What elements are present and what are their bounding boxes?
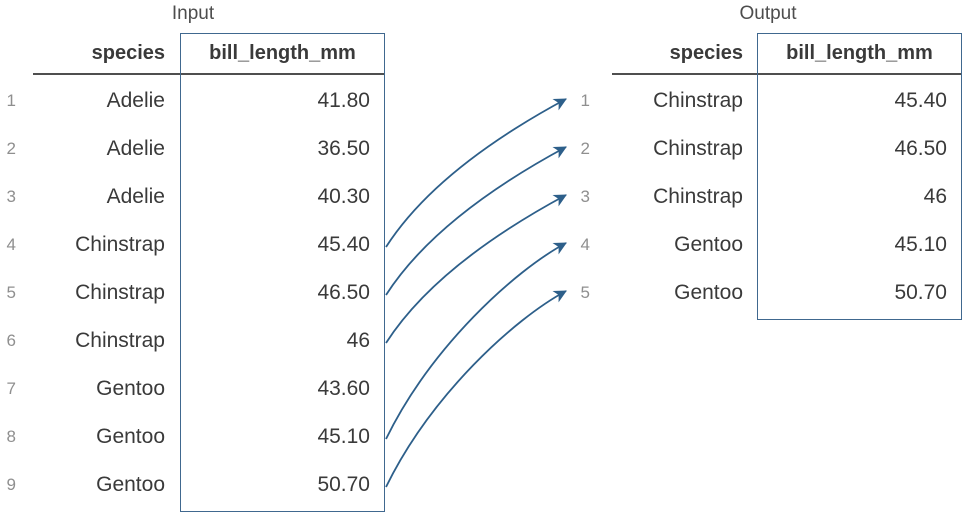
row-number: 5 <box>6 283 16 302</box>
species-cell: Adelie <box>106 185 165 208</box>
output-bill-column-highlight-box <box>757 33 962 320</box>
species-cell: Chinstrap <box>75 281 165 304</box>
bill-length-cell: 46.50 <box>894 137 947 160</box>
row-number: 1 <box>580 91 590 110</box>
input-table-row: 7 Gentoo 43.60 <box>0 365 388 413</box>
output-header-rule <box>612 73 962 75</box>
bill-length-cell: 50.70 <box>317 473 370 496</box>
input-table-row: 1 Adelie 41.80 <box>0 77 388 125</box>
bill-length-cell: 45.40 <box>317 233 370 256</box>
species-cell: Gentoo <box>674 281 743 304</box>
species-cell: Chinstrap <box>653 185 743 208</box>
species-cell: Adelie <box>106 89 165 112</box>
bill-length-cell: 40.30 <box>317 185 370 208</box>
arrow-input-4-to-output-1 <box>385 98 567 248</box>
species-cell: Chinstrap <box>75 329 165 352</box>
input-col-header-species: species <box>91 42 165 64</box>
input-table-row: 8 Gentoo 45.10 <box>0 413 388 461</box>
row-number: 5 <box>580 283 590 302</box>
species-cell: Gentoo <box>96 425 165 448</box>
row-number: 4 <box>6 235 16 254</box>
species-cell: Adelie <box>106 137 165 160</box>
output-table-row: 2 Chinstrap 46.50 <box>574 125 962 173</box>
row-number: 9 <box>6 475 16 494</box>
arrow-input-8-to-output-4 <box>385 242 567 440</box>
output-col-header-bill-length: bill_length_mm <box>786 42 933 64</box>
input-table-title: Input <box>171 3 215 24</box>
output-table-row: 4 Gentoo 45.10 <box>574 221 962 269</box>
bill-length-cell: 46 <box>923 185 947 208</box>
input-header-rule <box>33 73 385 75</box>
row-number: 4 <box>580 235 590 254</box>
species-cell: Gentoo <box>96 473 165 496</box>
row-number: 7 <box>6 379 16 398</box>
bill-length-cell: 46 <box>346 329 370 352</box>
output-table-title: Output <box>739 3 797 24</box>
bill-length-cell: 41.80 <box>317 89 370 112</box>
arrow-input-6-to-output-3 <box>385 194 567 344</box>
output-table-row: 1 Chinstrap 45.40 <box>574 77 962 125</box>
species-cell: Gentoo <box>96 377 165 400</box>
species-cell: Chinstrap <box>653 137 743 160</box>
bill-length-cell: 45.10 <box>317 425 370 448</box>
input-table-row: 4 Chinstrap 45.40 <box>0 221 388 269</box>
input-col-header-bill-length: bill_length_mm <box>209 42 356 64</box>
row-number: 3 <box>6 187 16 206</box>
row-number: 6 <box>6 331 16 350</box>
species-cell: Chinstrap <box>75 233 165 256</box>
input-table-row: 6 Chinstrap 46 <box>0 317 388 365</box>
output-table-row: 3 Chinstrap 46 <box>574 173 962 221</box>
bill-length-cell: 43.60 <box>317 377 370 400</box>
bill-length-cell: 45.40 <box>894 89 947 112</box>
species-cell: Gentoo <box>674 233 743 256</box>
input-header-row: species bill_length_mm <box>0 33 388 73</box>
input-table-row: 9 Gentoo 50.70 <box>0 461 388 509</box>
species-cell: Chinstrap <box>653 89 743 112</box>
row-number: 3 <box>580 187 590 206</box>
input-bill-column-highlight-box <box>180 33 385 512</box>
input-table-row: 2 Adelie 36.50 <box>0 125 388 173</box>
row-number: 1 <box>6 91 16 110</box>
row-number: 2 <box>580 139 590 158</box>
bill-length-cell: 45.10 <box>894 233 947 256</box>
output-header-row: species bill_length_mm <box>574 33 962 73</box>
row-number: 2 <box>6 139 16 158</box>
arrow-input-5-to-output-2 <box>385 146 567 296</box>
bill-length-cell: 36.50 <box>317 137 370 160</box>
input-table-row: 5 Chinstrap 46.50 <box>0 269 388 317</box>
arrow-input-9-to-output-5 <box>385 290 567 488</box>
input-table-row: 3 Adelie 40.30 <box>0 173 388 221</box>
bill-length-cell: 46.50 <box>317 281 370 304</box>
bill-length-cell: 50.70 <box>894 281 947 304</box>
output-col-header-species: species <box>669 42 743 64</box>
row-number: 8 <box>6 427 16 446</box>
output-table-row: 5 Gentoo 50.70 <box>574 269 962 317</box>
